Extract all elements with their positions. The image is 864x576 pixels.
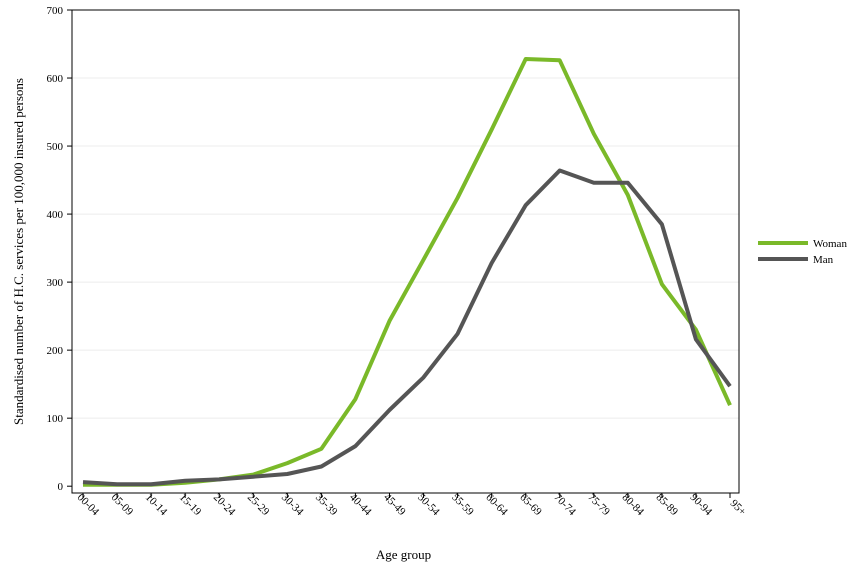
legend-label-woman: Woman xyxy=(813,238,847,250)
y-tick-label: 300 xyxy=(47,277,64,289)
y-axis: 0 100 200 300 400 500 600 700 xyxy=(47,5,72,493)
x-tick-label: 65-69 xyxy=(517,491,544,518)
x-tick-label: 10-14 xyxy=(143,491,170,518)
x-tick-label: 25-29 xyxy=(245,491,272,518)
x-tick-label: 05-09 xyxy=(109,491,136,518)
x-tick-label: 00-04 xyxy=(75,491,102,518)
y-tick-label: 100 xyxy=(47,413,64,425)
x-axis: 00-04 05-09 10-14 15-19 20-24 25-29 30-34 35-39… xyxy=(75,491,749,518)
x-tick-label: 85-89 xyxy=(654,491,681,518)
x-axis-title: Age group xyxy=(376,547,431,562)
x-tick-label: 70-74 xyxy=(551,491,578,518)
legend-label-man: Man xyxy=(813,254,834,266)
gridlines xyxy=(72,9,739,419)
series-group xyxy=(82,57,732,487)
x-tick-label: 15-19 xyxy=(177,491,204,518)
y-tick-label: 400 xyxy=(47,209,64,221)
x-tick-label: 45-49 xyxy=(381,491,408,518)
x-tick-label: 95+ xyxy=(728,497,749,518)
legend: Woman Man xyxy=(758,238,847,266)
x-tick-label: 75-79 xyxy=(585,491,612,518)
y-tick-label: 600 xyxy=(47,73,64,85)
x-tick-label: 50-54 xyxy=(415,491,442,518)
x-tick-label: 20-24 xyxy=(211,491,238,518)
x-tick-label: 35-39 xyxy=(313,491,340,518)
plot-area xyxy=(71,9,740,494)
x-tick-label: 80-84 xyxy=(619,491,646,518)
y-tick-label: 0 xyxy=(58,481,64,493)
x-tick-label: 60-64 xyxy=(483,491,510,518)
y-tick-label: 500 xyxy=(47,141,64,153)
y-tick-label: 200 xyxy=(47,345,64,357)
y-axis-title: Standardised number of H.C. services per… xyxy=(11,78,26,425)
x-tick-label: 30-34 xyxy=(279,491,306,518)
x-tick-label: 40-44 xyxy=(347,491,374,518)
x-tick-label: 55-59 xyxy=(449,491,476,518)
series-line-woman xyxy=(83,57,732,487)
x-tick-label: 90-94 xyxy=(688,491,715,518)
series-line-man xyxy=(82,168,732,487)
y-tick-label: 700 xyxy=(47,5,64,17)
